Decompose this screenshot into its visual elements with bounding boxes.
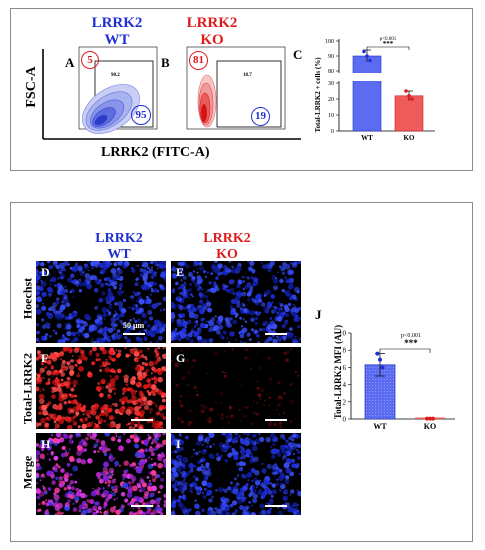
chart-c-ytick-label: 20 <box>328 97 334 103</box>
chart-c-ytick-label: 80 <box>328 69 334 75</box>
row-label-merge: Merge <box>20 455 35 490</box>
chart-j-stars: *** <box>404 338 418 348</box>
chart-c-point <box>407 94 411 98</box>
chart-j-point <box>425 416 429 421</box>
micrograph-g-image <box>171 347 301 429</box>
chart-c-xtick-label: KO <box>404 134 415 142</box>
chart-j-xtick-label: KO <box>424 422 436 431</box>
chart-j-point <box>428 416 432 421</box>
chart-c-bar <box>352 55 382 132</box>
flow-x-axis-label: LRRK2 (FITC-A) <box>101 145 210 160</box>
chart-j-xtick-label: WT <box>373 422 387 431</box>
micrograph-i <box>171 433 301 515</box>
scale-bar-h <box>131 505 153 507</box>
chart-c-ytick-label: 30 <box>328 81 334 87</box>
chart-c-point <box>404 89 408 93</box>
panel-letter-i: I <box>176 437 181 451</box>
row-label-total-lrrk2: Total-LRRK2 <box>20 353 35 424</box>
micrograph-d <box>36 261 166 343</box>
flow-wt-title: LRRK2 WT <box>91 15 143 48</box>
chart-c-ytick-label: 90 <box>328 54 334 60</box>
row-label-hoechst: Hoechst <box>20 277 35 320</box>
panel-letter-e: E <box>176 265 185 279</box>
flow-figure-frame: LRRK2 WT LRRK2 KO FSC-A A B <box>10 8 473 171</box>
panel-letter-a: A <box>65 55 75 70</box>
scale-bar-g <box>265 419 287 421</box>
chart-c-point <box>410 97 414 101</box>
flow-ko-title: LRRK2 KO <box>186 15 238 48</box>
panel-letter-h: H <box>41 437 51 451</box>
chart-c-bar <box>394 95 424 132</box>
chart-c-axis-break <box>335 73 437 81</box>
chart-c-point <box>362 49 366 54</box>
chart-j-sig-bracket <box>379 348 431 353</box>
ko-gate-left-badge: 81 <box>189 51 208 70</box>
micrograph-e <box>171 261 301 343</box>
chart-c-point <box>365 54 369 58</box>
micrograph-i-image <box>171 433 301 515</box>
ko-contour-plot <box>197 74 217 128</box>
micrograph-f <box>36 347 166 429</box>
chart-c-sig-bracket <box>366 46 410 50</box>
chart-c-ytick-label: 100 <box>325 39 334 45</box>
flow-plots <box>42 46 301 140</box>
chart-j-ytick-label: 10 <box>339 330 347 338</box>
scale-bar-i <box>265 505 287 507</box>
panel-j-chart: 0 2 4 6 8 10 WT KO p<0.001*** <box>339 330 455 431</box>
wt-gate-right-badge: 95 <box>131 105 151 125</box>
chart-j-ytick-label: 2 <box>343 398 347 406</box>
chart-j-ytick-label: 0 <box>343 416 347 424</box>
chart-j-point <box>380 365 385 370</box>
chart-j-pvalue: p<0.001 <box>401 333 421 339</box>
micro-ko-title: LRRK2 KO <box>203 231 251 262</box>
chart-c-stars: *** <box>383 40 394 48</box>
ko-quad-value: 18.7 <box>243 73 252 78</box>
chart-j-point <box>375 351 380 356</box>
scale-bar-d <box>123 333 145 335</box>
chart-j-ytick-label: 6 <box>343 364 347 372</box>
wt-quad-value: 90.2 <box>111 73 120 78</box>
chart-j-ytick-label: 4 <box>343 381 347 389</box>
scale-bar-label: 50 μm <box>123 321 145 330</box>
micrograph-g <box>171 347 301 429</box>
panel-letter-f: F <box>41 351 49 365</box>
chart-c-ytick-label: 0 <box>331 129 334 135</box>
panel-letter-b: B <box>161 55 170 70</box>
panel-letter-j: J <box>315 307 322 322</box>
micrograph-d-image <box>36 261 166 343</box>
micrograph-e-image <box>171 261 301 343</box>
micrograph-f-image <box>36 347 166 429</box>
wt-gate-left-badge: 5 <box>81 51 99 69</box>
micro-wt-title: LRRK2 WT <box>95 231 143 262</box>
panel-letter-d: D <box>41 265 50 279</box>
chart-c-ytick-label: 10 <box>328 113 334 119</box>
chart-j-point <box>431 416 435 421</box>
panel-letter-c: C <box>293 47 303 62</box>
scale-bar-e <box>265 333 287 335</box>
micrograph-h-image <box>36 433 166 515</box>
ko-gate-right-badge: 19 <box>251 107 270 126</box>
chart-c-pvalue: p<0.001 <box>380 37 397 42</box>
scale-bar-f <box>131 419 153 421</box>
panel-c-chart: 0 10 20 30 80 90 100 WT KO p<0.001*** <box>325 37 437 142</box>
panel-letter-g: G <box>176 351 186 365</box>
chart-j-point <box>378 357 382 362</box>
microscopy-figure-frame: LRRK2 WT LRRK2 KO Hoechst Total-LRRK2 Me… <box>10 202 473 542</box>
micrograph-h <box>36 433 166 515</box>
wt-contour-plot <box>82 84 140 134</box>
chart-c-xtick-label: WT <box>361 134 373 142</box>
chart-c-point <box>368 58 372 63</box>
chart-j-ytick-label: 8 <box>343 347 347 355</box>
